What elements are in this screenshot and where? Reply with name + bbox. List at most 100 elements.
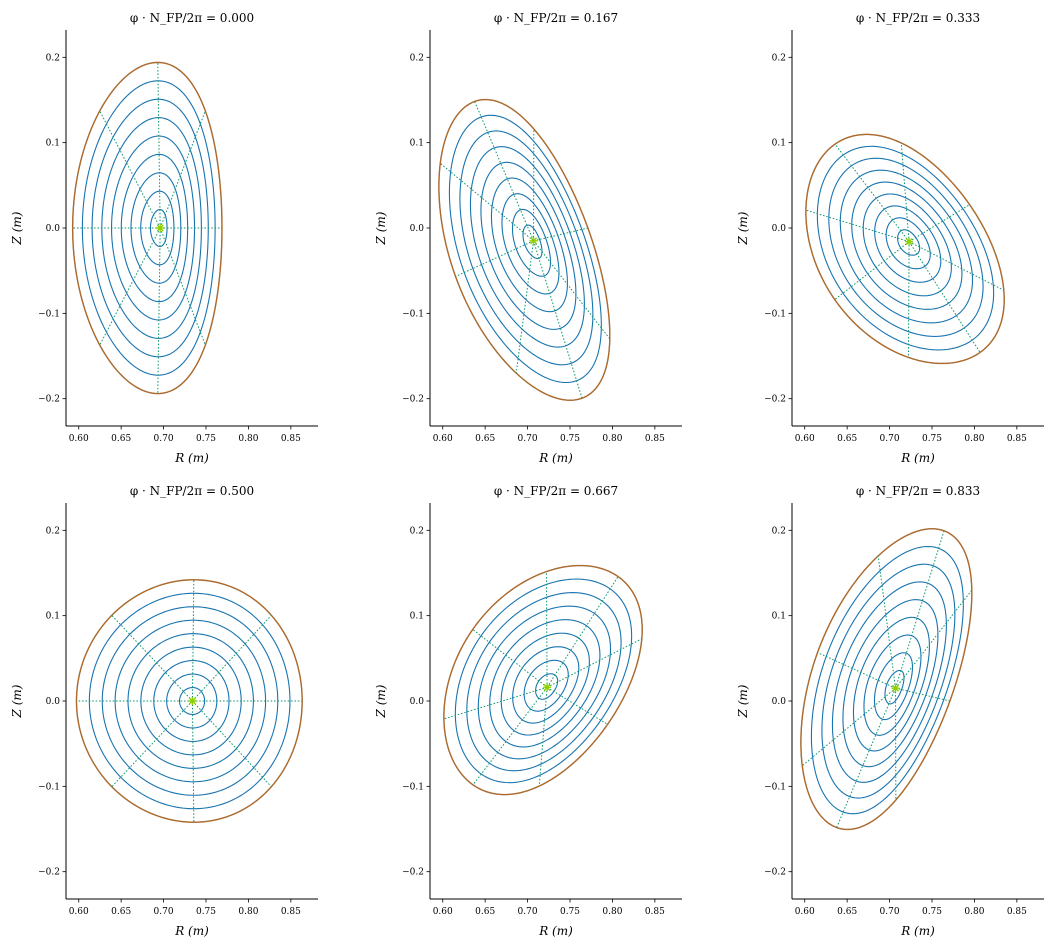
poloidal-line — [895, 589, 973, 689]
poloidal-line — [455, 240, 534, 277]
poloidal-line — [111, 614, 193, 702]
flux-surface-curve — [101, 606, 279, 796]
y-tick-label: −0.1 — [38, 782, 60, 792]
flux-surface-curve — [443, 564, 643, 796]
poloidal-line — [157, 227, 161, 394]
flux-surface-curve — [522, 224, 543, 260]
flux-surface-curve — [512, 646, 580, 724]
subplot-title: φ · N_FP/2π = 0.500 — [130, 484, 254, 498]
flux-surface-curve — [831, 581, 947, 783]
flux-surface-curve — [852, 616, 930, 752]
flux-surface-curve — [839, 169, 974, 324]
flux-surface-curve — [821, 563, 956, 799]
x-axis-label: R (m) — [900, 451, 935, 465]
y-tick-label: −0.1 — [764, 309, 786, 319]
x-tick-label: 0.70 — [880, 907, 900, 917]
poloidal-line — [545, 571, 548, 688]
y-tick-label: 0.2 — [772, 53, 786, 63]
y-tick-label: 0.2 — [772, 526, 786, 536]
poloidal-line — [191, 700, 195, 823]
poloidal-line — [895, 530, 945, 689]
boundary-curve — [71, 61, 223, 395]
poloidal-line — [546, 576, 619, 688]
flux-surface-curve — [477, 605, 612, 760]
poloidal-line — [474, 101, 534, 241]
x-tick-label: 0.85 — [1007, 907, 1027, 917]
x-tick-label: 0.60 — [433, 907, 453, 917]
y-axis-label: Z (m) — [10, 211, 24, 245]
x-tick-label: 0.80 — [964, 434, 984, 444]
x-tick-label: 0.60 — [795, 907, 815, 917]
y-axis-label: Z (m) — [10, 684, 24, 718]
y-tick-label: 0.1 — [410, 139, 424, 149]
subplot-panel: 0.60 0.65 0.70 0.75 0.80 0.85 −0.2 −0.1 0.0 0.1 0.… — [374, 11, 682, 465]
poloidal-line — [834, 241, 910, 300]
poloidal-line — [159, 227, 206, 346]
flux-surface-curve — [149, 209, 168, 247]
subplot-panel: 0.60 0.65 0.70 0.75 0.80 0.85 −0.2 −0.1 0.0 0.1 0.… — [736, 11, 1044, 465]
y-tick-label: −0.2 — [402, 868, 424, 878]
y-tick-label: 0.1 — [410, 612, 424, 622]
poloidal-line — [895, 687, 951, 702]
flux-surface-curve — [127, 633, 254, 769]
x-tick-label: 0.75 — [196, 434, 216, 444]
x-axis-label: R (m) — [174, 924, 209, 938]
flux-surface-curve — [816, 145, 995, 351]
poloidal-line — [533, 227, 589, 242]
y-tick-label: 0.0 — [772, 224, 787, 234]
subplot-panel: 0.60 0.65 0.70 0.75 0.80 0.85 −0.2 −0.1 0.0 0.1 0.… — [10, 484, 318, 938]
poloidal-line — [472, 687, 548, 786]
flux-surface-curve — [166, 673, 218, 729]
x-tick-label: 0.65 — [475, 434, 495, 444]
x-tick-label: 0.75 — [560, 434, 580, 444]
y-tick-label: 0.0 — [46, 224, 61, 234]
flux-surface-curve — [454, 578, 633, 784]
flux-surface-curve — [101, 117, 202, 339]
x-tick-label: 0.70 — [154, 907, 174, 917]
poloidal-line — [99, 110, 161, 229]
poloidal-line — [439, 162, 534, 242]
flux-surface-curve — [140, 190, 175, 266]
magnetic-axis-marker — [543, 683, 552, 692]
y-tick-label: 0.2 — [410, 526, 424, 536]
boundary-curve — [443, 564, 643, 796]
x-tick-label: 0.60 — [69, 434, 89, 444]
flux-surface-curve — [489, 619, 601, 748]
x-tick-label: 0.85 — [281, 434, 301, 444]
x-tick-label: 0.75 — [922, 434, 942, 444]
poloidal-line — [538, 687, 548, 787]
x-axis-label: R (m) — [538, 451, 573, 465]
subplot-title: φ · N_FP/2π = 0.167 — [494, 11, 618, 25]
flux-surface-curve — [511, 208, 552, 277]
x-tick-label: 0.75 — [922, 907, 942, 917]
y-tick-label: 0.0 — [410, 697, 425, 707]
magnetic-axis-marker — [891, 684, 900, 693]
flux-surface-curve — [466, 592, 622, 772]
x-tick-label: 0.60 — [433, 434, 453, 444]
flux-surface-curve — [501, 193, 560, 295]
poloidal-line — [472, 629, 548, 688]
poloidal-line — [99, 227, 161, 346]
y-tick-label: 0.2 — [46, 526, 60, 536]
y-tick-label: −0.1 — [38, 309, 60, 319]
flux-surface-curve — [490, 177, 568, 313]
flux-surface-curve — [828, 157, 984, 337]
magnetic-axis-marker — [529, 236, 538, 245]
y-tick-label: −0.1 — [402, 782, 424, 792]
flux-surface-curve — [851, 181, 963, 310]
y-axis-label: Z (m) — [736, 684, 750, 718]
y-tick-label: 0.0 — [772, 697, 787, 707]
subplot-title: φ · N_FP/2π = 0.667 — [494, 484, 618, 498]
poloidal-line — [908, 241, 981, 353]
y-tick-label: 0.2 — [410, 53, 424, 63]
y-axis-label: Z (m) — [736, 211, 750, 245]
x-tick-label: 0.70 — [518, 434, 538, 444]
x-tick-label: 0.75 — [560, 907, 580, 917]
poloidal-line — [805, 209, 910, 243]
flux-surface-curve — [863, 634, 922, 736]
x-tick-label: 0.75 — [196, 907, 216, 917]
poloidal-line — [900, 142, 910, 242]
y-tick-label: 0.1 — [46, 139, 60, 149]
y-tick-label: 0.1 — [772, 612, 786, 622]
y-tick-label: 0.0 — [46, 697, 61, 707]
